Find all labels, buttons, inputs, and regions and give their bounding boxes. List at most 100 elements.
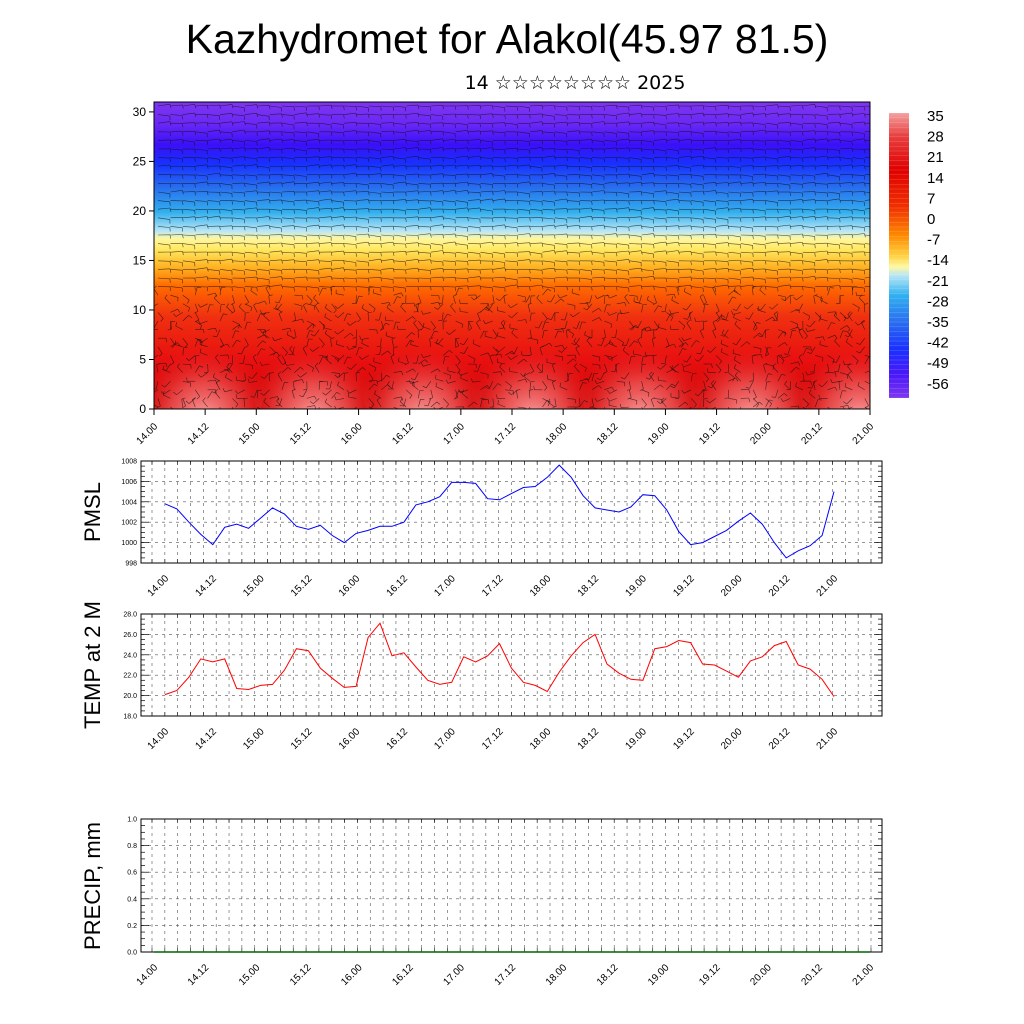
wind-barb: [393, 105, 406, 108]
wind-barb-flag: [665, 190, 668, 195]
wind-barb-flag: [371, 404, 375, 408]
wind-barb-flag: [467, 217, 469, 222]
wind-barb-flag: [256, 113, 259, 118]
wind-barb-flag: [410, 339, 415, 342]
wind-barb-flag: [470, 296, 475, 301]
wind-barb: [814, 399, 819, 408]
wind-barb-flag: [344, 372, 349, 374]
wind-barb-flag: [578, 114, 581, 119]
wind-barb: [195, 320, 202, 326]
wind-barb: [728, 285, 741, 287]
wind-barb-flag: [578, 218, 580, 223]
wind-barb: [567, 303, 576, 306]
wind-barb-flag: [591, 286, 593, 291]
wind-barb-flag: [833, 312, 837, 316]
wind-barb-flag: [752, 158, 754, 163]
wind-barb: [492, 122, 505, 124]
wind-barb-flag: [769, 399, 774, 402]
wind-barb-flag: [250, 286, 253, 291]
wind-barb-flag: [460, 352, 465, 354]
wind-barb: [257, 277, 270, 280]
wind-barb-flag: [309, 300, 313, 305]
wind-barb-flag: [314, 395, 317, 400]
wind-barb: [616, 250, 629, 253]
wind-barb: [604, 295, 606, 304]
wind-barb-flag: [268, 147, 271, 152]
wind-barb: [405, 140, 419, 142]
wind-barb-flag: [764, 166, 766, 171]
wind-barb: [418, 122, 431, 125]
wind-barb-flag: [415, 302, 420, 306]
y-tick-label: 20: [133, 204, 147, 218]
wind-barb-flag: [368, 158, 370, 163]
wind-barb-flag: [306, 183, 308, 188]
wind-barb: [492, 398, 495, 407]
wind-barb: [418, 277, 431, 279]
wind-barb: [641, 269, 654, 272]
colorbar-label: -35: [927, 314, 949, 331]
wind-barb: [839, 208, 853, 211]
wind-barb-flag: [405, 217, 407, 222]
wind-barb: [207, 157, 220, 160]
wind-barb-flag: [492, 123, 494, 128]
wind-barb: [405, 208, 419, 211]
wind-barb-flag: [442, 277, 444, 282]
wind-barb-flag: [169, 148, 171, 153]
wind-barb: [864, 173, 870, 176]
wind-barb: [712, 287, 717, 296]
wind-barb-flag: [628, 173, 630, 178]
wind-barb: [306, 294, 313, 302]
wind-barb-flag: [392, 130, 395, 135]
wind-barb-flag: [275, 301, 280, 303]
wind-barb-flag: [386, 304, 389, 308]
wind-barb-flag: [554, 234, 556, 239]
wind-barb-flag: [442, 234, 444, 239]
wind-barb-flag: [591, 235, 593, 240]
wind-barb: [579, 363, 587, 369]
wind-barb: [591, 165, 605, 167]
wind-barb-flag: [715, 114, 717, 119]
wind-barb-flag: [333, 309, 337, 314]
wind-barb-flag: [330, 174, 333, 179]
wind-barb-flag: [376, 380, 379, 385]
wind-barb: [294, 208, 307, 211]
wind-barb: [314, 329, 320, 337]
wind-barb-flag: [566, 276, 569, 281]
wind-barb-flag: [182, 251, 184, 256]
wind-barb-flag: [641, 363, 646, 365]
wind-barb: [600, 372, 605, 380]
wind-barb-flag: [690, 276, 693, 281]
wind-barb-flag: [385, 331, 387, 336]
wind-barb-flag: [405, 181, 407, 186]
wind-barb-flag: [380, 252, 382, 257]
wind-barb-flag: [368, 139, 370, 144]
wind-barb: [542, 173, 555, 176]
wind-barb-flag: [877, 287, 878, 291]
wind-barb: [852, 226, 865, 228]
wind-barb-flag: [321, 344, 325, 348]
wind-barb: [802, 348, 807, 356]
wind-barb: [859, 338, 866, 345]
wind-barb: [306, 259, 319, 262]
wind-barb-flag: [303, 388, 308, 391]
wind-barb: [740, 388, 749, 391]
wind-barb: [455, 155, 468, 158]
wind-barb: [170, 321, 172, 330]
wind-barb-flag: [169, 131, 171, 137]
wind-barb: [306, 207, 319, 210]
wind-barb: [771, 303, 779, 310]
wind-barb: [281, 251, 295, 254]
wind-barb: [542, 224, 555, 227]
wind-barb-flag: [826, 286, 829, 291]
wind-barb-flag: [281, 156, 283, 161]
wind-barb: [542, 200, 555, 203]
wind-barb-flag: [169, 268, 172, 273]
wind-barb-flag: [268, 105, 271, 110]
wind-barb-flag: [477, 311, 482, 314]
wind-barb-flag: [864, 106, 866, 111]
wind-barb-flag: [430, 140, 432, 145]
wind-barb-flag: [222, 388, 225, 392]
wind-barb: [331, 182, 344, 184]
x-tick-label: 20.00: [748, 421, 774, 447]
wind-barb: [765, 104, 778, 107]
